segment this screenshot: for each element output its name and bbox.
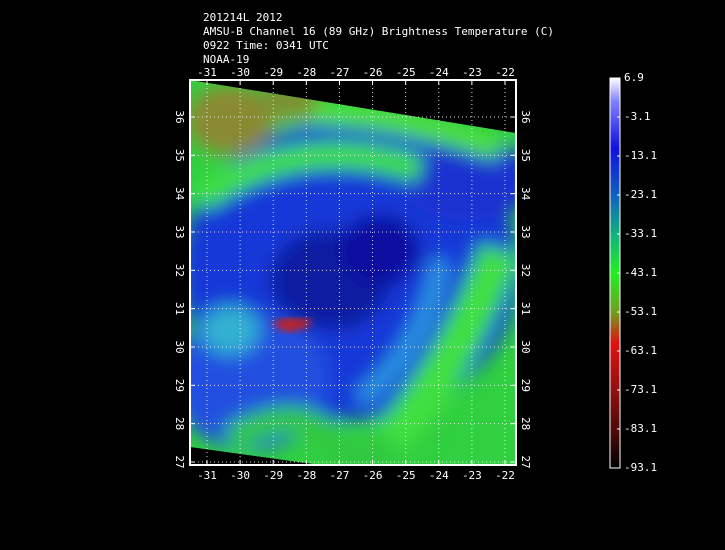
x-tick-label: -30 — [230, 469, 250, 482]
y-tick-label: 36 — [519, 110, 532, 123]
colorbar-label: -13.1 — [624, 149, 657, 162]
colorbar-label: -93.1 — [624, 461, 657, 474]
y-tick-label: 29 — [519, 379, 532, 392]
x-tick-label: -29 — [263, 66, 283, 79]
y-tick-label: 35 — [173, 149, 186, 162]
title-line: 201214L 2012 — [203, 11, 282, 24]
x-tick-label: -23 — [462, 469, 482, 482]
x-tick-label: -28 — [296, 469, 316, 482]
colorbar-label: -63.1 — [624, 344, 657, 357]
x-tick-label: -26 — [363, 469, 383, 482]
y-tick-label: 31 — [173, 302, 186, 315]
colorbar-ticks: 6.9 -3.1 -13.1 -23.1 -33.1 -43.1 -53.1 -63.1 -73… — [617, 71, 657, 474]
y-tick-label: 27 — [519, 455, 532, 468]
y-tick-label: 28 — [173, 417, 186, 430]
imagery — [190, 80, 516, 465]
x-tick-label: -25 — [396, 66, 416, 79]
y-tick-label: 34 — [519, 187, 532, 201]
y-tick-label: 32 — [173, 264, 186, 277]
y-tick-label: 27 — [173, 455, 186, 468]
title-line: AMSU-B Channel 16 (89 GHz) Brightness Te… — [203, 25, 554, 38]
map-frame — [189, 79, 517, 466]
x-tick-label: -22 — [495, 66, 515, 79]
y-tick-label: 34 — [173, 187, 186, 201]
x-tick-label: -27 — [330, 66, 350, 79]
x-tick-label: -24 — [429, 469, 449, 482]
x-tick-label: -25 — [396, 469, 416, 482]
colorbar-label: -3.1 — [624, 110, 651, 123]
y-tick-label: 28 — [519, 417, 532, 430]
y-tick-label: 32 — [519, 264, 532, 277]
colorbar-label: 6.9 — [624, 71, 644, 84]
colorbar-label: -33.1 — [624, 227, 657, 240]
colorbar-label: -43.1 — [624, 266, 657, 279]
y-tick-label: 33 — [173, 225, 186, 238]
y-tick-label: 33 — [519, 225, 532, 238]
axes: -31-31-30-30-29-29-28-28-27-27-26-26-25-… — [173, 66, 532, 482]
y-tick-label: 35 — [519, 149, 532, 162]
y-tick-label: 36 — [173, 110, 186, 123]
y-tick-label: 31 — [519, 302, 532, 315]
x-tick-label: -24 — [429, 66, 449, 79]
colorbar-label: -23.1 — [624, 188, 657, 201]
x-tick-label: -29 — [263, 469, 283, 482]
x-tick-label: -28 — [296, 66, 316, 79]
x-tick-label: -31 — [197, 469, 217, 482]
x-tick-label: -22 — [495, 469, 515, 482]
colorbar-label: -73.1 — [624, 383, 657, 396]
colorbar-label: -53.1 — [624, 305, 657, 318]
x-tick-label: -30 — [230, 66, 250, 79]
x-tick-label: -23 — [462, 66, 482, 79]
y-tick-label: 30 — [519, 340, 532, 353]
title-line: 0922 Time: 0341 UTC — [203, 39, 329, 52]
y-tick-label: 30 — [173, 340, 186, 353]
y-tick-label: 29 — [173, 379, 186, 392]
title-line: NOAA-19 — [203, 53, 249, 66]
x-tick-label: -26 — [363, 66, 383, 79]
x-tick-label: -27 — [330, 469, 350, 482]
colorbar-label: -83.1 — [624, 422, 657, 435]
x-tick-label: -31 — [197, 66, 217, 79]
